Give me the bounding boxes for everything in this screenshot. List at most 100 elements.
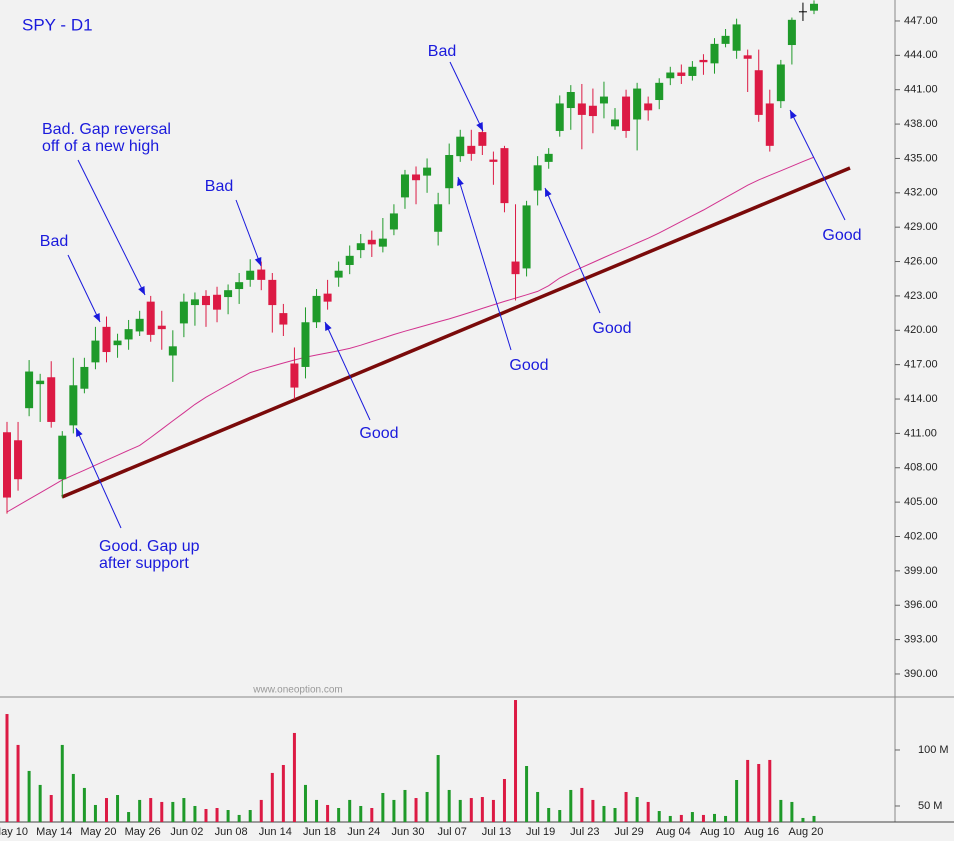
annotation-text: Bad: [205, 178, 233, 195]
candle-body: [157, 325, 166, 330]
annotation-arrowhead: [545, 188, 552, 197]
candle-body: [334, 270, 343, 278]
candle-body: [323, 293, 332, 302]
volume-bar: [713, 813, 717, 822]
volume-bar: [746, 759, 750, 822]
annotation-arrowhead: [76, 428, 83, 437]
annotation-arrowhead: [457, 177, 464, 186]
y-tick-label: 402.00: [904, 530, 938, 542]
candle-body: [765, 103, 774, 146]
candle-body: [378, 238, 387, 247]
candle-body: [290, 363, 299, 388]
moving-average: [6, 156, 815, 513]
annotation-arrow: [789, 109, 846, 221]
candle-body: [345, 255, 354, 265]
candle-body: [434, 204, 443, 232]
volume-bar: [359, 805, 363, 822]
annotation-arrowhead: [790, 110, 797, 119]
volume-bar: [801, 817, 805, 822]
volume-bar: [270, 772, 274, 822]
y-tick-label: 429.00: [904, 221, 938, 233]
volume-bar: [569, 789, 573, 822]
candle-body: [810, 3, 818, 11]
volume-bar: [414, 798, 418, 822]
candle-body: [146, 301, 155, 335]
annotation-arrow: [544, 187, 601, 314]
candle-body: [787, 19, 796, 46]
y-tick-label: 420.00: [904, 324, 938, 336]
volume-bar: [812, 815, 816, 822]
x-tick-label: Jul 07: [438, 826, 467, 838]
x-tick-label: Jul 29: [614, 826, 643, 838]
x-tick-label: Jul 19: [526, 826, 555, 838]
candle-body: [743, 55, 752, 59]
candle-body: [389, 213, 398, 230]
volume-bar: [259, 799, 263, 822]
y-tick-label: 438.00: [904, 118, 938, 130]
annotation-arrow: [235, 199, 262, 267]
volume-bar: [679, 814, 683, 822]
x-tick-label: May 14: [36, 826, 72, 838]
candle-body: [599, 96, 608, 104]
volume-bar: [27, 770, 31, 822]
x-tick-label: May 20: [80, 826, 116, 838]
volume-bar: [116, 795, 120, 822]
candle-body: [3, 432, 11, 498]
candle-body: [511, 261, 520, 275]
candle-body: [412, 174, 421, 181]
annotation-text: off of a new high: [42, 138, 159, 155]
candle-body: [367, 239, 376, 245]
volume-bar: [502, 778, 506, 822]
volume-bar: [690, 812, 694, 822]
volume-bar: [215, 807, 219, 822]
volume-bar: [447, 789, 451, 822]
x-tick-label: Jul 23: [570, 826, 599, 838]
x-tick-label: May 26: [125, 826, 161, 838]
volume-bar: [646, 801, 650, 822]
y-tick-label: 100 M: [918, 744, 949, 756]
annotation-text: Bad: [40, 233, 68, 250]
candle-body: [179, 301, 188, 324]
volume-bar: [71, 773, 75, 822]
volume-bar: [779, 799, 783, 822]
y-tick-label: 408.00: [904, 462, 938, 474]
x-tick-label: Aug 10: [700, 826, 735, 838]
y-tick-label: 405.00: [904, 496, 938, 508]
y-tick-label: 417.00: [904, 359, 938, 371]
volume-bar: [5, 714, 9, 822]
volume-bar: [436, 755, 440, 822]
y-tick-label: 411.00: [904, 427, 937, 439]
volume-bar: [624, 791, 628, 822]
x-tick-label: Jun 18: [303, 826, 336, 838]
volume-bar: [303, 784, 307, 822]
watermark: www.oneoption.com: [252, 685, 343, 696]
x-tick-label: Aug 16: [744, 826, 779, 838]
x-tick-label: May 10: [0, 826, 28, 838]
chart-title: SPY - D1: [22, 15, 93, 34]
volume-bar: [790, 801, 794, 822]
volume-bar: [292, 732, 296, 822]
volume-bar: [204, 809, 208, 822]
volume-bar: [591, 799, 595, 822]
candle-body: [47, 377, 56, 422]
candle-body: [58, 435, 67, 480]
y-tick-label: 441.00: [904, 84, 938, 96]
candle-body: [467, 145, 476, 154]
volume-bar: [226, 810, 230, 822]
volume-bar: [392, 799, 396, 822]
y-tick-label: 396.00: [904, 599, 938, 611]
volume-bar: [348, 799, 352, 822]
candle-body: [478, 132, 487, 146]
candle-body: [445, 155, 454, 189]
candle-body: [655, 82, 664, 101]
volume-bar: [149, 798, 153, 822]
candle-body: [124, 329, 133, 340]
candle-body: [456, 136, 465, 157]
volume-bar: [171, 801, 175, 822]
annotation-text: Good: [359, 425, 398, 442]
y-tick-label: 393.00: [904, 634, 938, 646]
annotation-arrow: [457, 176, 512, 351]
volume-bar: [193, 805, 197, 822]
candle-body: [91, 340, 100, 363]
candle-body: [113, 340, 122, 346]
